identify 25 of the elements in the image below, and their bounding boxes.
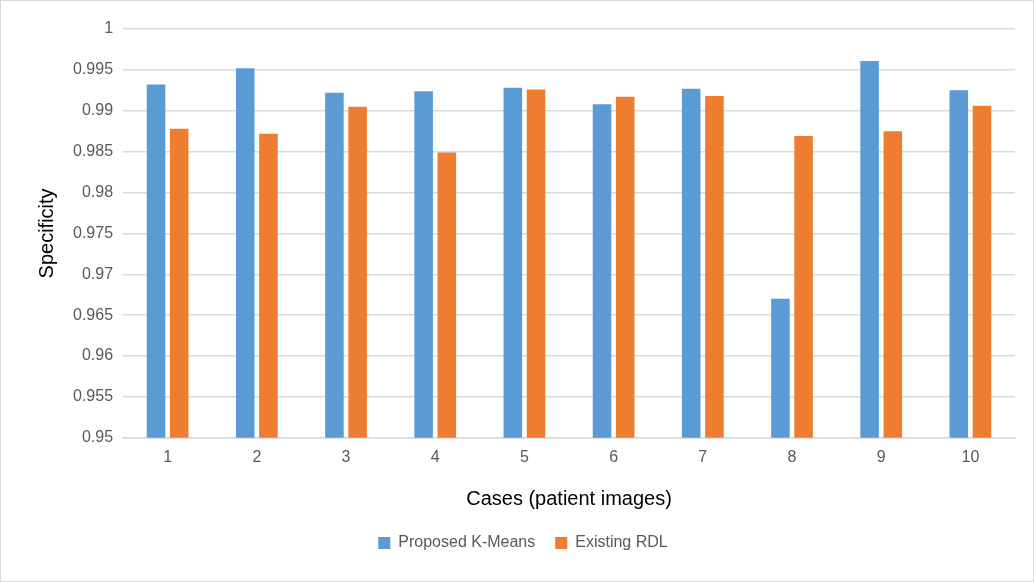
- x-tick-label: 4: [430, 447, 440, 465]
- x-tick-label: 7: [698, 447, 708, 465]
- legend-label: Existing RDL: [575, 533, 668, 551]
- y-tick-label: 0.98: [81, 182, 114, 200]
- y-tick-label: 0.955: [72, 387, 114, 405]
- y-tick-label: 0.965: [72, 305, 114, 323]
- y-tick-label: 0.99: [81, 101, 114, 119]
- legend-label: Proposed K-Means: [398, 533, 536, 551]
- x-tick-label: 10: [961, 447, 980, 465]
- y-tick-label: 0.96: [81, 346, 114, 364]
- x-axis-title: Cases (patient images): [466, 486, 672, 509]
- y-tick-label: 0.97: [81, 264, 114, 282]
- y-tick-label: 0.975: [72, 223, 114, 241]
- x-tick-label: 5: [519, 447, 529, 465]
- y-axis-title: Specificity: [34, 188, 57, 279]
- y-tick-label: 1: [104, 19, 114, 37]
- y-tick-label: 0.95: [81, 428, 114, 446]
- x-tick-label: 8: [787, 447, 797, 465]
- x-tick-label: 3: [341, 447, 351, 465]
- x-tick-label: 6: [609, 447, 619, 465]
- y-tick-label: 0.995: [72, 60, 114, 78]
- x-tick-label: 1: [163, 447, 173, 465]
- x-tick-label: 9: [876, 447, 886, 465]
- y-tick-label: 0.985: [72, 142, 114, 160]
- x-tick-label: 2: [252, 447, 262, 465]
